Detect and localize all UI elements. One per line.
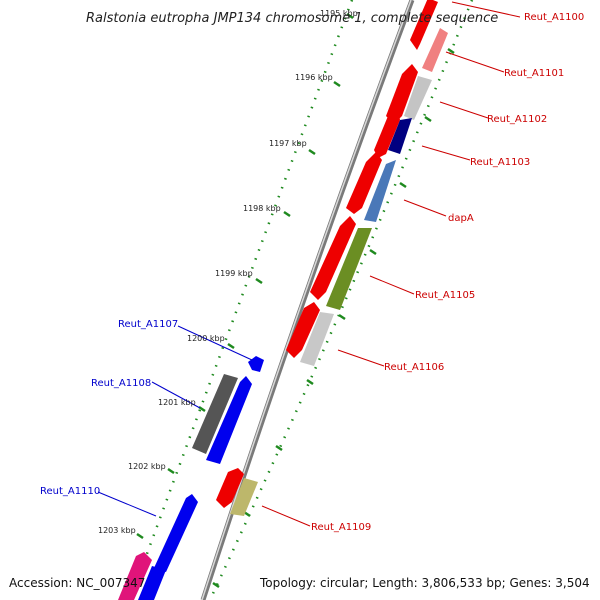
gene-labels: Reut_A1100 Reut_A1101 Reut_A1102 Reut_A1…	[40, 12, 584, 533]
tick-1195	[346, 12, 354, 20]
tick-label-1199: 1199 kbp	[215, 269, 253, 278]
tick-label-1197: 1197 kbp	[269, 139, 307, 148]
label-reut-a1109[interactable]: Reut_A1109	[311, 522, 371, 533]
leader-lines	[97, 1, 521, 527]
gene-dapa-red[interactable]	[346, 152, 382, 214]
label-reut-a1102[interactable]: Reut_A1102	[487, 114, 547, 125]
tick-1203	[136, 532, 144, 540]
gene-reut-a1110[interactable]	[154, 494, 198, 572]
tick-label-1195: 1195 kbp	[320, 9, 358, 18]
gene-magenta[interactable]	[118, 552, 152, 600]
label-reut-a1107[interactable]: Reut_A1107	[118, 319, 178, 330]
gene-reut-a1105-red[interactable]	[310, 216, 356, 300]
gene-reverse-bottom[interactable]	[138, 566, 166, 600]
label-reut-a1103[interactable]: Reut_A1103	[470, 157, 530, 168]
tick-1202	[167, 467, 175, 475]
forward-genes	[216, 0, 448, 516]
tick-1200	[227, 342, 235, 350]
gene-reut-a1101[interactable]	[386, 64, 418, 124]
gene-reut-a1109[interactable]	[230, 478, 258, 516]
tick-1198	[283, 210, 291, 218]
gene-reut-a1106-red[interactable]	[286, 302, 320, 358]
gene-reut-a1105[interactable]	[326, 228, 372, 310]
tick-label-1196: 1196 kbp	[295, 73, 333, 82]
tick-label-1201: 1201 kbp	[158, 398, 196, 407]
forward-ring-ticks	[212, 47, 455, 589]
tick-label-1200: 1200 kbp	[187, 334, 225, 343]
label-reut-a1106[interactable]: Reut_A1106	[384, 362, 444, 373]
label-dapa[interactable]: dapA	[448, 213, 474, 224]
gene-reut-a1108-gray[interactable]	[192, 374, 238, 454]
label-reut-a1110[interactable]: Reut_A1110	[40, 486, 100, 497]
gene-reut-a1102-red[interactable]	[374, 110, 400, 158]
label-reut-a1100[interactable]: Reut_A1100	[524, 12, 584, 23]
label-reut-a1101[interactable]: Reut_A1101	[504, 68, 564, 79]
tick-label-1198: 1198 kbp	[243, 204, 281, 213]
map-title: Ralstonia eutropha JMP134 chromosome 1, …	[86, 11, 498, 26]
label-reut-a1108[interactable]: Reut_A1108	[91, 378, 151, 389]
scale-labels: 1195 kbp 1196 kbp 1197 kbp 1198 kbp 1199…	[98, 9, 358, 535]
label-reut-a1105[interactable]: Reut_A1105	[415, 290, 475, 301]
gene-dapa[interactable]	[364, 160, 396, 222]
gene-reut-a1109-red[interactable]	[216, 468, 244, 508]
accession-text: Accession: NC_007347	[9, 576, 145, 590]
chromosome-backbone-highlight	[201, 0, 412, 600]
tick-1197	[308, 148, 316, 156]
gene-reut-a1100[interactable]	[410, 0, 438, 50]
gene-reut-a1107[interactable]	[248, 356, 264, 372]
gene-reut-a1103[interactable]	[388, 118, 412, 154]
tick-label-1202: 1202 kbp	[128, 462, 166, 471]
gene-reut-a1108[interactable]	[206, 376, 252, 464]
gene-reut-a1102[interactable]	[404, 76, 432, 120]
tick-1199	[255, 277, 263, 285]
tick-label-1203: 1203 kbp	[98, 526, 136, 535]
gene-reut-a1100-b[interactable]	[422, 28, 448, 72]
gene-reut-a1106[interactable]	[300, 312, 334, 366]
chromosome-backbone	[200, 0, 415, 600]
tick-1196	[333, 80, 341, 88]
summary-text: Topology: circular; Length: 3,806,533 bp…	[259, 576, 590, 590]
